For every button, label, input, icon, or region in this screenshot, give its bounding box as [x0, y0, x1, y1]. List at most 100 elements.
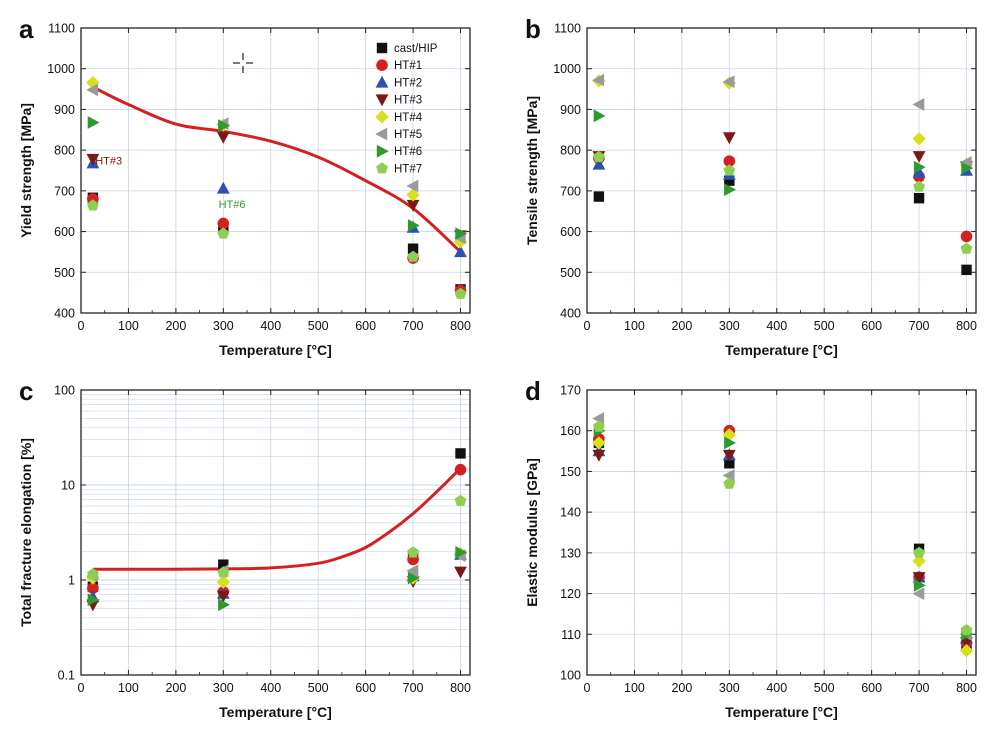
x-tick-label: 600 [355, 681, 376, 695]
legend-label-ht-4: HT#4 [394, 112, 423, 124]
y-tick-label: 170 [560, 384, 581, 398]
data-point-ht-1 [454, 463, 467, 476]
data-point-ht-4 [959, 643, 974, 658]
x-tick-label: 0 [584, 681, 591, 695]
x-tick-label: 0 [584, 319, 591, 333]
legend-label-cast-hip: cast/HIP [394, 43, 438, 55]
x-tick-label: 200 [671, 681, 692, 695]
panel-letter: b [525, 14, 541, 44]
series-ht-3 [592, 449, 973, 650]
data-point-ht-3 [912, 572, 926, 584]
data-point-ht-6 [218, 119, 230, 133]
legend-marker-ht-4 [375, 110, 389, 124]
x-tick-label: 300 [719, 681, 740, 695]
y-tick-label: 130 [560, 546, 581, 560]
x-tick-label: 400 [260, 681, 281, 695]
y-tick-label: 160 [560, 424, 581, 438]
y-tick-label: 400 [54, 307, 75, 321]
legend-label-ht-1: HT#1 [394, 60, 422, 72]
series-cast-hip [593, 175, 972, 276]
data-point-ht-6 [87, 593, 100, 607]
data-point-ht-7 [407, 250, 419, 262]
data-point-ht-3 [722, 132, 736, 145]
data-point-ht-4 [453, 235, 468, 249]
y-axis-title: Total fracture elongation [%] [18, 438, 34, 627]
data-point-cast-hip [593, 191, 605, 202]
x-tick-label: 400 [766, 681, 787, 695]
data-point-ht-5 [959, 156, 972, 169]
x-tick-label: 200 [165, 681, 186, 695]
series-ht-6 [87, 546, 468, 612]
x-tick-label: 700 [403, 319, 424, 333]
legend-label-ht-2: HT#2 [394, 77, 422, 89]
x-tick-label: 100 [118, 681, 139, 695]
axis-ticks: 0 100 200 300 400 500 600 700 800 400 500 600 700 800… [47, 22, 471, 334]
series-ht-6 [593, 109, 974, 196]
x-tick-label: 500 [308, 319, 329, 333]
data-point-ht-3 [216, 590, 230, 603]
data-point-ht-2 [454, 245, 467, 258]
x-tick-label: 300 [213, 319, 234, 333]
x-tick-label: 0 [78, 681, 85, 695]
legend-marker-cast-hip [376, 42, 388, 54]
data-point-ht-6 [724, 436, 736, 450]
x-tick-label: 400 [260, 319, 281, 333]
y-tick-label: 1100 [48, 22, 75, 36]
plot-area [587, 390, 976, 675]
y-tick-label: 400 [560, 307, 581, 321]
gridlines [81, 390, 470, 675]
data-point-cast-hip [218, 559, 229, 570]
data-point-cast-hip [961, 264, 972, 276]
data-point-ht-5 [722, 75, 735, 89]
annotation-ht-6: HT#6 [219, 199, 246, 211]
data-point-ht-7 [217, 566, 230, 578]
panel-a: 0 100 200 300 400 500 600 700 800 400 500 600 700 800… [18, 14, 471, 358]
x-tick-label: 0 [78, 319, 85, 333]
series-ht-7 [87, 199, 467, 299]
data-point-ht-1 [217, 217, 230, 230]
data-point-ht-3 [592, 449, 606, 462]
series-ht-5 [592, 73, 972, 169]
fit-curve [92, 85, 462, 254]
data-point-ht-6 [407, 571, 420, 585]
y-tick-label: 120 [560, 587, 581, 601]
data-point-ht-4 [592, 436, 606, 450]
data-point-ht-7 [454, 494, 467, 506]
plot-area [81, 28, 470, 313]
data-point-ht-2 [912, 165, 926, 178]
gridlines [81, 28, 470, 313]
data-point-ht-3 [216, 131, 230, 144]
data-point-ht-7 [723, 477, 736, 489]
panel-letter: d [525, 376, 541, 406]
y-axis-title: Tensile strength [MPa] [524, 96, 540, 245]
x-tick-label: 600 [861, 681, 882, 695]
legend-marker-ht-2 [375, 75, 389, 88]
annotation-ht-3: HT#3 [95, 155, 122, 167]
y-tick-label: 150 [560, 465, 581, 479]
y-tick-label: 100 [54, 384, 75, 398]
x-tick-label: 500 [308, 681, 329, 695]
data-point-ht-3 [86, 153, 100, 166]
y-tick-label: 700 [560, 184, 581, 198]
y-axis-title: Elastic modulus [GPa] [524, 458, 540, 607]
x-tick-label: 600 [355, 319, 376, 333]
x-tick-label: 700 [909, 681, 930, 695]
data-point-ht-7 [960, 624, 973, 636]
data-point-ht-3 [454, 566, 467, 579]
panel-c: 0 100 200 300 400 500 600 700 800 0.1 1 10 100 Temper… [18, 376, 471, 720]
series-ht-7 [593, 150, 973, 254]
data-point-ht-7 [593, 420, 605, 432]
data-point-cast-hip [407, 243, 419, 254]
axis-ticks: 0 100 200 300 400 500 600 700 800100110120130140… [560, 384, 977, 696]
legend-marker-ht-1 [376, 59, 388, 71]
y-tick-label: 1100 [554, 22, 581, 36]
legend: cast/HIP HT#1 HT#2 HT#3 HT#4 HT#5 HT#6 HT#7 [375, 42, 438, 175]
data-point-ht-4 [406, 188, 420, 202]
data-point-ht-7 [87, 199, 99, 211]
x-axis-title: Temperature [°C] [725, 704, 838, 720]
series-ht-7 [87, 494, 467, 580]
plot-area [81, 390, 470, 675]
x-tick-label: 100 [624, 319, 645, 333]
legend-marker-ht-6 [376, 144, 389, 158]
